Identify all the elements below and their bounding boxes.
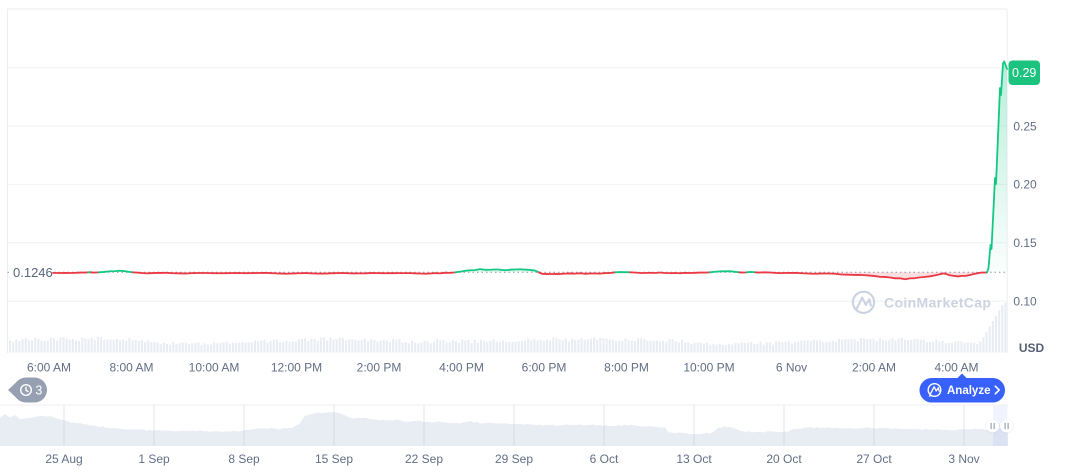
svg-text:12:00 PM: 12:00 PM bbox=[271, 360, 322, 374]
svg-text:2:00 PM: 2:00 PM bbox=[357, 360, 402, 374]
svg-text:8 Sep: 8 Sep bbox=[228, 452, 260, 466]
svg-text:8:00 AM: 8:00 AM bbox=[109, 360, 153, 374]
svg-text:0.15: 0.15 bbox=[1013, 236, 1037, 250]
svg-text:8:00 PM: 8:00 PM bbox=[604, 360, 649, 374]
svg-text:Analyze: Analyze bbox=[947, 385, 990, 397]
svg-text:1 Sep: 1 Sep bbox=[138, 452, 170, 466]
svg-text:10:00 PM: 10:00 PM bbox=[683, 360, 734, 374]
svg-text:3: 3 bbox=[35, 383, 42, 397]
svg-text:0.1246: 0.1246 bbox=[13, 265, 53, 280]
svg-text:6 Nov: 6 Nov bbox=[776, 360, 807, 374]
svg-text:4:00 AM: 4:00 AM bbox=[934, 360, 978, 374]
svg-text:15 Sep: 15 Sep bbox=[315, 452, 353, 466]
svg-text:0.29: 0.29 bbox=[1012, 66, 1036, 80]
svg-text:29 Sep: 29 Sep bbox=[495, 452, 533, 466]
svg-text:USD: USD bbox=[1019, 341, 1045, 355]
svg-text:27 Oct: 27 Oct bbox=[856, 452, 892, 466]
svg-text:3 Nov: 3 Nov bbox=[948, 452, 979, 466]
svg-text:6:00 PM: 6:00 PM bbox=[522, 360, 567, 374]
svg-text:2:00 AM: 2:00 AM bbox=[852, 360, 896, 374]
svg-text:13 Oct: 13 Oct bbox=[676, 452, 712, 466]
svg-text:25 Aug: 25 Aug bbox=[45, 452, 82, 466]
svg-text:6:00 AM: 6:00 AM bbox=[27, 360, 71, 374]
svg-text:22 Sep: 22 Sep bbox=[405, 452, 443, 466]
svg-text:10:00 AM: 10:00 AM bbox=[189, 360, 240, 374]
svg-text:6 Oct: 6 Oct bbox=[590, 452, 619, 466]
svg-text:0.20: 0.20 bbox=[1013, 178, 1037, 192]
svg-text:20 Oct: 20 Oct bbox=[766, 452, 802, 466]
svg-text:0.25: 0.25 bbox=[1013, 119, 1037, 133]
svg-text:CoinMarketCap: CoinMarketCap bbox=[884, 294, 991, 310]
svg-text:4:00 PM: 4:00 PM bbox=[439, 360, 484, 374]
svg-text:0.10: 0.10 bbox=[1013, 295, 1037, 309]
